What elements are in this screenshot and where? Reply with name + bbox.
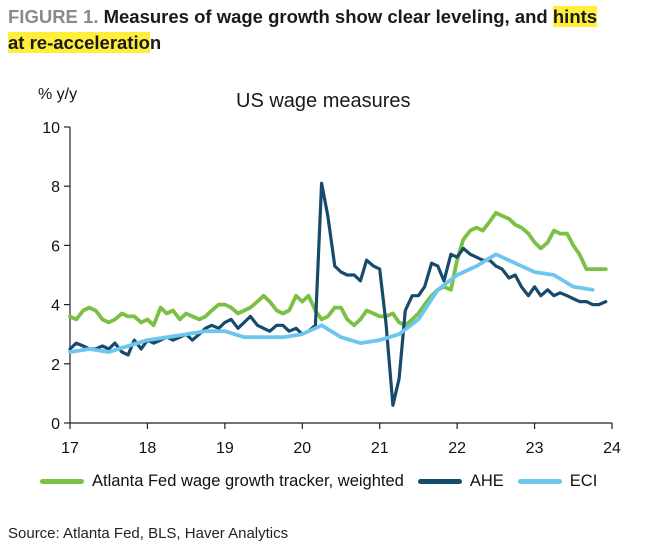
figure-title-highlight-1: hints <box>552 6 598 27</box>
y-tick-label: 2 <box>51 357 60 374</box>
legend-item-1: AHE <box>417 471 504 491</box>
x-tick-label: 24 <box>603 440 621 457</box>
series-line-1 <box>68 181 608 407</box>
figure-title-tail: n <box>149 32 162 53</box>
y-tick-label: 6 <box>51 238 60 255</box>
y-tick-label: 4 <box>51 298 60 315</box>
x-tick-label: 23 <box>526 440 544 457</box>
x-tick-label: 17 <box>61 440 79 457</box>
figure-title-highlight-2: at re-acceleratio <box>8 32 150 53</box>
chart-title: US wage measures <box>236 90 411 112</box>
series-line-0 <box>68 210 608 328</box>
chart-series-lines <box>68 181 608 407</box>
x-tick-label: 22 <box>448 440 466 457</box>
x-tick-label: 18 <box>139 440 157 457</box>
y-tick-label: 8 <box>51 179 60 196</box>
series-line-2 <box>68 252 595 354</box>
legend-swatch <box>517 478 562 484</box>
legend-item-0: Atlanta Fed wage growth tracker, weighte… <box>40 472 404 491</box>
y-tick-label: 10 <box>42 120 60 137</box>
legend-label: Atlanta Fed wage growth tracker, weighte… <box>92 471 404 490</box>
legend-swatch <box>40 478 84 484</box>
legend-label: ECI <box>569 471 598 490</box>
x-tick-label: 19 <box>216 440 234 457</box>
legend-item-2: ECI <box>517 471 598 491</box>
y-unit-label: % y/y <box>38 86 78 103</box>
figure-title: FIGURE 1. Measures of wage growth show c… <box>8 4 648 56</box>
y-tick-label: 0 <box>51 416 60 433</box>
x-tick-label: 21 <box>371 440 389 457</box>
chart-legend: Atlanta Fed wage growth tracker, weighte… <box>40 470 655 492</box>
figure-title-text: Measures of wage growth show clear level… <box>98 6 553 27</box>
source-note: Source: Atlanta Fed, BLS, Haver Analytic… <box>8 525 289 542</box>
legend-label: AHE <box>469 471 504 490</box>
x-tick-label: 20 <box>293 440 311 457</box>
legend-swatch <box>417 478 462 484</box>
figure-label: FIGURE 1. <box>8 6 99 27</box>
